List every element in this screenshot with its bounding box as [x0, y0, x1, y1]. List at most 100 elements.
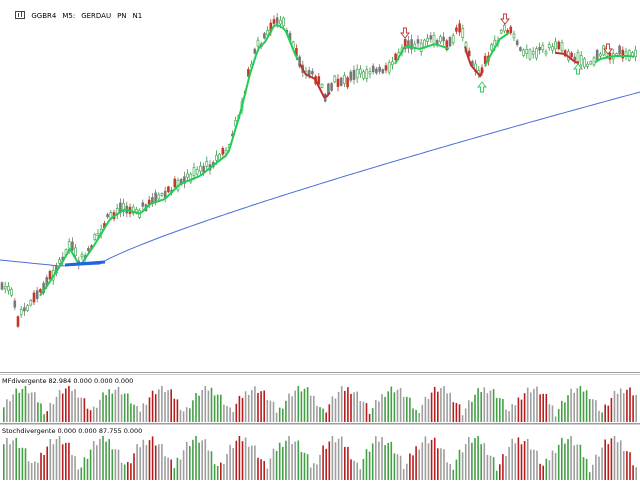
candle-body: [451, 35, 455, 44]
histogram-bar: [179, 459, 182, 480]
histogram-bar: [458, 449, 461, 480]
histogram-bar: [30, 463, 33, 480]
histogram-bar: [443, 449, 445, 480]
candle-body: [135, 209, 138, 213]
candle-body: [442, 36, 445, 42]
histogram-bar: [154, 394, 157, 422]
histogram-bar: [548, 404, 551, 422]
histogram-bar: [430, 392, 433, 422]
histogram-bar: [557, 444, 560, 480]
histogram-bar: [551, 405, 554, 422]
candle-body: [333, 75, 337, 83]
histogram-bar: [322, 408, 324, 422]
candle-body: [19, 309, 23, 316]
histogram-bar: [238, 395, 241, 422]
histogram-bar: [247, 394, 250, 422]
histogram-bar: [99, 438, 101, 480]
candle-body: [429, 35, 433, 40]
histogram-bar: [545, 394, 548, 422]
candle-body: [275, 17, 279, 24]
histogram-bar: [495, 470, 498, 480]
histogram-bar: [297, 386, 300, 422]
histogram-bar: [130, 463, 132, 480]
histogram-bar: [604, 404, 606, 422]
histogram-bar: [502, 399, 504, 422]
histogram-bar: [409, 453, 411, 480]
histogram-bar: [133, 404, 135, 422]
histogram-bar: [170, 459, 172, 480]
candle-body: [16, 316, 20, 327]
histogram-bar: [145, 404, 148, 422]
histogram-bar: [232, 448, 234, 480]
candle-body: [445, 40, 449, 51]
histogram-bar: [285, 400, 287, 422]
histogram-bar: [514, 443, 517, 480]
histogram-bar: [68, 386, 70, 422]
histogram-bar: [387, 391, 389, 422]
timeframe-label: M5:: [62, 12, 76, 20]
histogram-bar: [340, 436, 343, 480]
candle-body: [339, 77, 343, 86]
candle-body: [311, 71, 314, 75]
histogram-bar: [213, 395, 216, 422]
candle-body: [394, 53, 397, 61]
histogram-bar: [375, 399, 377, 422]
histogram-bar: [278, 407, 281, 422]
candle-body: [570, 52, 573, 58]
histogram-bar: [111, 449, 114, 480]
histogram-bar: [204, 386, 207, 422]
histogram-bar: [505, 409, 507, 422]
histogram-bar: [486, 393, 489, 422]
histogram-bar: [136, 406, 138, 422]
mf-divergence-pane[interactable]: MFdivergente 82.984 0.000 0.000 0.000: [0, 374, 640, 424]
histogram-bar: [102, 436, 104, 480]
histogram-bar: [390, 386, 393, 422]
moving-average-line: [0, 91, 640, 267]
histogram-bar: [415, 446, 417, 480]
histogram-bar: [282, 408, 284, 422]
histogram-bar: [263, 461, 265, 480]
stoch-divergence-pane[interactable]: Stochdivergente 0.000 0.000 87.755 0.000: [0, 424, 640, 481]
chart-bars-icon: [15, 11, 26, 19]
histogram-bar: [9, 401, 11, 422]
histogram-bar: [362, 401, 365, 422]
histogram-bar: [158, 444, 160, 480]
histogram-bar: [536, 450, 538, 480]
histogram-bar: [371, 443, 374, 480]
candle-body: [365, 69, 369, 79]
histogram-bar: [371, 408, 374, 422]
histogram-bar: [266, 468, 269, 480]
histogram-bar: [71, 454, 73, 480]
histogram-bar: [365, 403, 368, 422]
histogram-bar: [71, 391, 73, 422]
candle-body: [535, 48, 538, 59]
histogram-bar: [322, 445, 324, 480]
histogram-bar: [102, 392, 104, 422]
histogram-bar: [570, 388, 572, 422]
histogram-bar: [567, 395, 569, 422]
histogram-bar: [24, 448, 27, 480]
histogram-bar: [554, 416, 557, 422]
histogram-bar: [328, 404, 331, 422]
price-chart-pane[interactable]: GGBR4 M5: GERDAU PN N1: [0, 0, 640, 373]
candles-group: [0, 13, 637, 328]
histogram-bar: [471, 401, 473, 422]
histogram-bar: [77, 397, 79, 422]
histogram-bar: [21, 388, 24, 422]
histogram-bar: [232, 412, 234, 422]
histogram-bar: [151, 436, 154, 480]
histogram-bar: [424, 396, 427, 422]
histogram-bar: [142, 403, 145, 422]
histogram-bar: [619, 440, 622, 480]
histogram-bar: [251, 390, 253, 422]
histogram-bar: [623, 393, 625, 422]
candle-body: [253, 48, 257, 54]
histogram-bar: [325, 448, 327, 480]
tf3-label: N1: [132, 12, 143, 20]
histogram-bar: [492, 389, 495, 422]
histogram-bar: [523, 441, 526, 480]
histogram-bar: [108, 389, 110, 422]
down-arrow-icon: [603, 43, 613, 55]
down-arrow-icon: [400, 27, 410, 39]
